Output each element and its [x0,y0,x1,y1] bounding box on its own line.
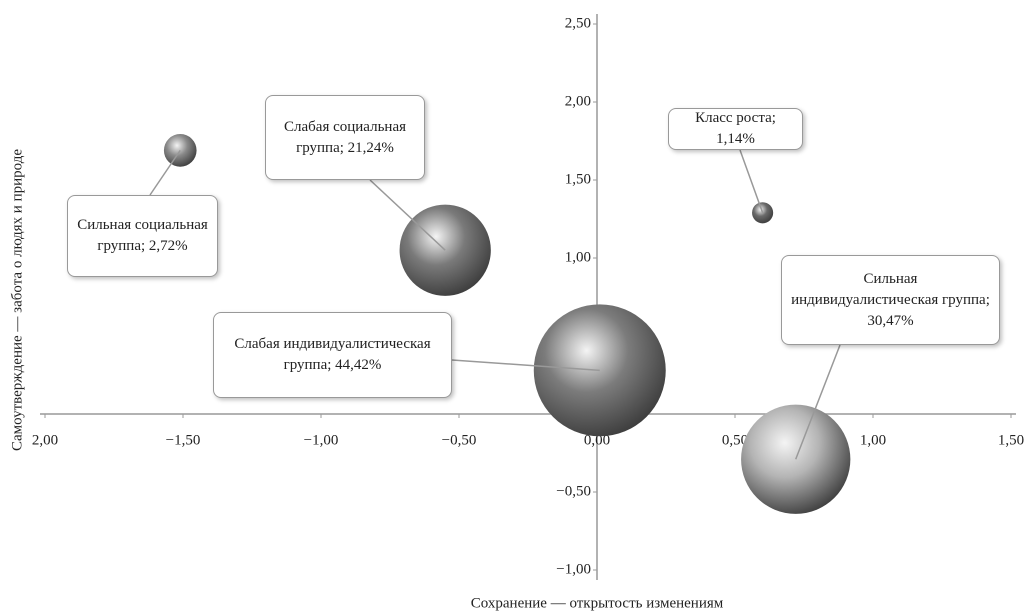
leader-line [149,149,181,196]
x-tick-label: 1,00 [860,432,886,448]
x-axis-title: Сохранение — открытость изменениям [471,595,724,611]
y-tick-label: 2,50 [565,15,591,31]
leader-line [739,149,764,214]
data-label: Сильная социальная группа; 2,72% [67,195,218,277]
y-tick-label: 2,00 [565,93,591,109]
data-label: Сильная индивидуалистическая группа; 30,… [781,255,1000,345]
x-tick-label: 0,50 [722,432,748,448]
data-label: Слабая социальная группа; 21,24% [265,95,425,180]
x-tick-label: −0,50 [442,432,477,448]
y-tick-label: 1,00 [565,249,591,265]
data-label: Слабая индивидуалистическая группа; 44,4… [213,312,452,398]
x-tick-label: 2,00 [32,432,58,448]
x-tick-label: −1,00 [304,432,339,448]
x-tick-label: 1,50 [998,432,1024,448]
leader-line [369,179,446,251]
y-tick-label: 1,50 [565,171,591,187]
data-label: Класс роста; 1,14% [668,108,803,150]
y-tick-label: −1,00 [556,561,591,577]
y-axis-title: Самоутверждение — забота о людях и приро… [9,149,25,451]
x-tick-label: −1,50 [166,432,201,448]
x-tick-label: 0,00 [584,432,610,448]
leader-line [795,344,841,460]
y-tick-label: −0,50 [556,483,591,499]
leader-line [451,359,600,372]
